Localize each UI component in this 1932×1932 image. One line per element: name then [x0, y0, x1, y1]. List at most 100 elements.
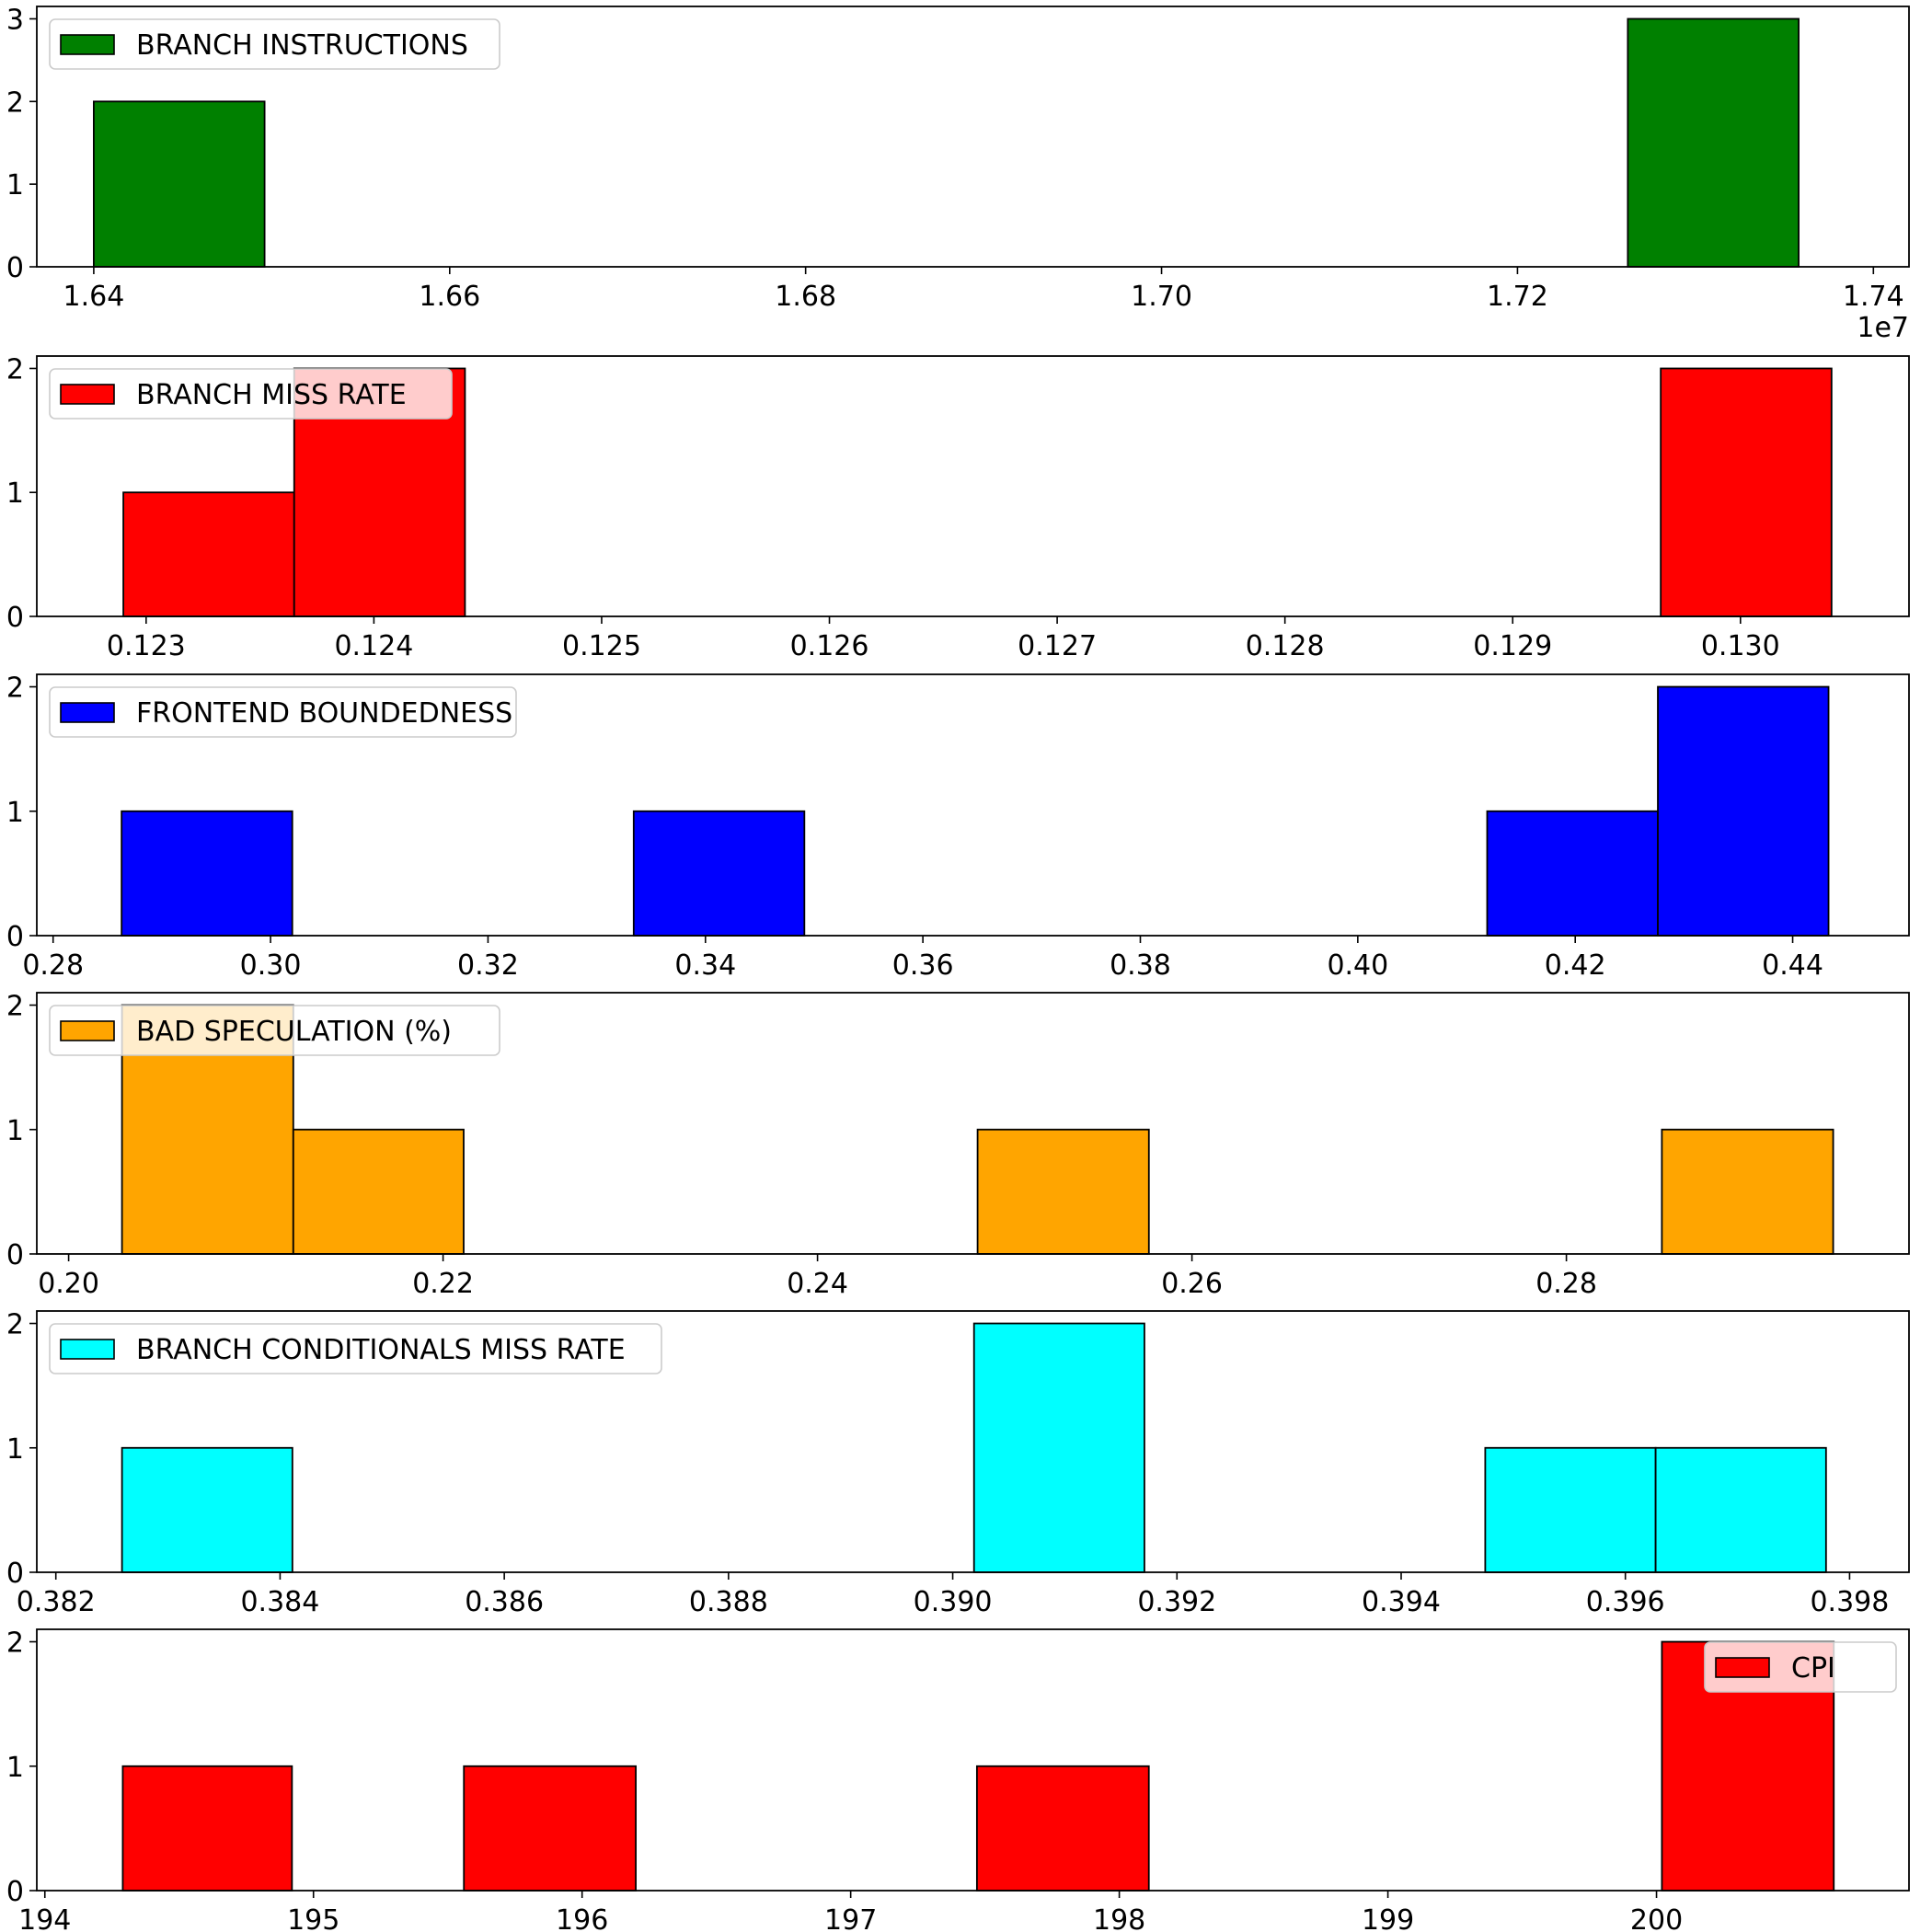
histogram-bar: [1627, 17, 1800, 268]
legend-swatch: [60, 702, 115, 723]
x-tick-label: 0.398: [1810, 1586, 1889, 1618]
y-tick-label: 0: [6, 252, 24, 284]
axes-frame: [36, 6, 1910, 268]
y-tick-label: 1: [6, 1752, 24, 1784]
x-tick-label: 0.127: [1018, 630, 1097, 662]
x-tick-label: 0.388: [689, 1586, 768, 1618]
x-tick-label: 0.28: [1535, 1268, 1597, 1300]
x-tick-label: 0.42: [1545, 949, 1606, 982]
y-tick-label: 2: [6, 991, 24, 1023]
x-tick-label: 197: [824, 1904, 877, 1932]
y-tick-label: 2: [6, 673, 24, 705]
histogram-bar: [292, 1128, 465, 1255]
x-tick-label: 0.396: [1586, 1586, 1665, 1618]
y-tick-label: 0: [6, 1558, 24, 1590]
legend-frame: [49, 1323, 662, 1374]
axes-frame: [36, 355, 1910, 617]
histogram-panel: 0.28 0.30 0.32 0.34 0.36 0.38 0.40 0.42 0.44 0 1 2 F…: [6, 673, 1910, 982]
x-tick-label: 0.392: [1137, 1586, 1216, 1618]
histogram-panel: 1.64 1.66 1.68 1.70 1.72 1.74 0 1 2 3 1e7 BRANCH IN…: [6, 4, 1910, 344]
histogram-bar: [1660, 367, 1833, 617]
histogram-panel: 0.382 0.384 0.386 0.388 0.390 0.392 0.394 0.396…: [6, 1309, 1910, 1618]
x-tick-label: 1.70: [1131, 281, 1192, 313]
histogram-panel: 0.123 0.124 0.125 0.126 0.127 0.128 0.129 0.130…: [6, 353, 1910, 662]
y-tick-label: 2: [6, 1627, 24, 1660]
y-tick-label: 2: [6, 353, 24, 385]
x-tick-label: 1.64: [63, 281, 125, 313]
histogram-bar: [121, 1446, 293, 1573]
y-tick-label: 2: [6, 1309, 24, 1341]
x-tick-label: 1.74: [1843, 281, 1904, 313]
legend-swatch: [60, 1020, 115, 1041]
x-tick-label: 0.386: [465, 1586, 544, 1618]
histogram-bar: [93, 100, 266, 268]
legend: CPI: [1704, 1641, 1897, 1693]
histogram-bar: [121, 810, 293, 937]
x-tick-label: 195: [287, 1904, 339, 1932]
histogram-bar: [121, 1765, 293, 1892]
x-tick-label: 0.390: [914, 1586, 993, 1618]
legend-swatch: [60, 1339, 115, 1360]
histogram-bar: [975, 1765, 1150, 1892]
y-tick-label: 0: [6, 1239, 24, 1271]
legend-swatch: [60, 34, 115, 55]
x-tick-label: 200: [1630, 1904, 1683, 1932]
x-tick-label: 0.124: [334, 630, 413, 662]
y-tick-label: 0: [6, 1876, 24, 1908]
axes-frame: [36, 1628, 1910, 1892]
x-tick-label: 0.40: [1327, 949, 1388, 982]
histogram-bar: [1654, 1446, 1827, 1573]
x-tick-label: 0.26: [1161, 1268, 1223, 1300]
axes-frame: [36, 673, 1910, 937]
histogram-panel: 194 195 196 197 198 199 200 0 1 2 CPI: [6, 1627, 1910, 1932]
legend: BRANCH INSTRUCTIONS: [49, 18, 500, 70]
histogram-bar: [972, 1322, 1145, 1573]
x-tick-label: 0.32: [457, 949, 519, 982]
legend: BRANCH MISS RATE: [49, 368, 453, 420]
histogram-bar: [1486, 810, 1659, 937]
histogram-bar: [122, 491, 295, 617]
legend: BAD SPECULATION (%): [49, 1005, 500, 1056]
x-tick-label: 1.66: [419, 281, 480, 313]
x-tick-label: 0.394: [1362, 1586, 1441, 1618]
axis-offset-label: 1e7: [1857, 312, 1909, 344]
x-tick-label: 199: [1362, 1904, 1414, 1932]
y-tick-label: 1: [6, 797, 24, 829]
x-tick-label: 1.68: [775, 281, 836, 313]
x-tick-label: 0.123: [107, 630, 186, 662]
y-tick-label: 3: [6, 4, 24, 36]
histogram-panel: 0.20 0.22 0.24 0.26 0.28 0 1 2 BAD SPECULATION (…: [6, 991, 1910, 1300]
histogram-bar: [976, 1128, 1150, 1255]
legend: BRANCH CONDITIONALS MISS RATE: [49, 1323, 662, 1374]
legend-frame: [49, 18, 500, 70]
legend-label: BRANCH INSTRUCTIONS: [136, 29, 468, 62]
x-tick-label: 0.36: [892, 949, 954, 982]
x-tick-label: 0.130: [1701, 630, 1780, 662]
axes-frame: [36, 1310, 1910, 1573]
x-tick-label: 0.38: [1110, 949, 1171, 982]
legend-swatch: [60, 384, 115, 405]
y-tick-label: 1: [6, 477, 24, 510]
histogram-bar: [463, 1765, 637, 1892]
x-tick-label: 0.24: [787, 1268, 848, 1300]
legend-label: BRANCH MISS RATE: [136, 379, 407, 411]
x-tick-label: 0.382: [17, 1586, 96, 1618]
legend-frame: [49, 686, 517, 738]
x-tick-label: 196: [556, 1904, 608, 1932]
y-tick-label: 1: [6, 1115, 24, 1147]
legend: FRONTEND BOUNDEDNESS: [49, 686, 517, 738]
legend-label: FRONTEND BOUNDEDNESS: [136, 697, 512, 730]
y-tick-label: 0: [6, 921, 24, 953]
legend-label: CPI: [1791, 1652, 1835, 1685]
x-tick-label: 198: [1093, 1904, 1145, 1932]
legend-label: BRANCH CONDITIONALS MISS RATE: [136, 1334, 626, 1366]
x-tick-label: 0.128: [1246, 630, 1325, 662]
x-tick-label: 0.44: [1762, 949, 1823, 982]
x-tick-label: 0.125: [562, 630, 641, 662]
legend-label: BAD SPECULATION (%): [136, 1016, 452, 1048]
histogram-bar: [1661, 1128, 1834, 1255]
x-tick-label: 0.30: [240, 949, 302, 982]
y-tick-label: 1: [6, 169, 24, 201]
x-tick-label: 0.126: [790, 630, 869, 662]
